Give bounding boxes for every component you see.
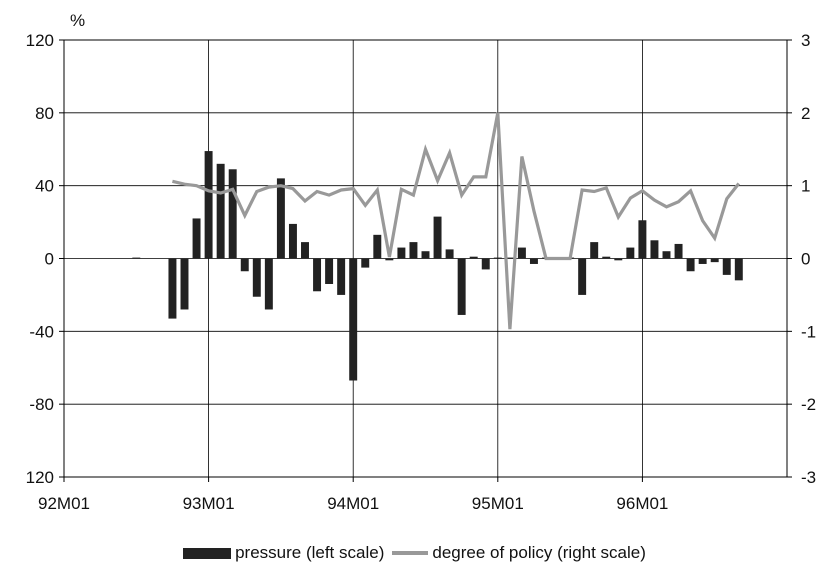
pressure-bar bbox=[216, 163, 225, 259]
axes bbox=[59, 39, 792, 482]
pressure-bar bbox=[505, 257, 514, 259]
left-tick-label: -80 bbox=[29, 395, 54, 414]
pressure-bar bbox=[493, 257, 502, 259]
legend-swatch-bar bbox=[183, 547, 232, 559]
legend-label-pressure: pressure (left scale) bbox=[235, 543, 385, 562]
pressure-bar bbox=[373, 234, 382, 259]
pressure-bar bbox=[433, 216, 442, 259]
pressure-bar bbox=[276, 178, 285, 259]
legend: pressure (left scale) degree of policy (… bbox=[0, 541, 829, 565]
pressure-bar bbox=[602, 256, 611, 259]
left-tick-label: 120 bbox=[26, 468, 54, 487]
pressure-bar bbox=[325, 258, 334, 284]
pressure-bar bbox=[192, 218, 201, 259]
right-tick-label: 0 bbox=[801, 250, 810, 269]
left-tick-label: -40 bbox=[29, 322, 54, 341]
pressure-bar bbox=[650, 240, 659, 259]
right-tick-label: -2 bbox=[801, 395, 816, 414]
right-tick-label: 3 bbox=[801, 31, 810, 50]
pressure-bar bbox=[614, 258, 623, 261]
legend-item-pressure: pressure (left scale) bbox=[183, 543, 384, 563]
pressure-bar bbox=[529, 258, 538, 264]
pressure-bar bbox=[132, 257, 141, 259]
pressure-bar bbox=[228, 169, 237, 259]
policy-line bbox=[172, 112, 741, 330]
pressure-bar bbox=[517, 247, 526, 259]
pressure-bar bbox=[710, 258, 719, 263]
pressure-bar bbox=[361, 258, 370, 268]
legend-item-policy: degree of policy (right scale) bbox=[392, 543, 646, 563]
pressure-bar bbox=[445, 249, 454, 259]
left-axis-unit-label: % bbox=[70, 11, 85, 30]
right-tick-label: 1 bbox=[801, 177, 810, 196]
pressure-bar bbox=[722, 258, 731, 275]
pressure-bar bbox=[469, 256, 478, 259]
left-tick-label: 0 bbox=[45, 250, 54, 269]
pressure-bar bbox=[288, 223, 297, 259]
pressure-bar bbox=[686, 258, 695, 272]
right-tick-label: -3 bbox=[801, 468, 816, 487]
left-tick-label: 40 bbox=[35, 177, 54, 196]
pressure-bar bbox=[252, 258, 261, 297]
legend-label-policy: degree of policy (right scale) bbox=[432, 543, 646, 562]
pressure-bar bbox=[168, 258, 177, 319]
right-tick-label: 2 bbox=[801, 104, 810, 123]
pressure-bar bbox=[590, 242, 599, 259]
pressure-bar bbox=[301, 242, 309, 259]
right-tick-label: -1 bbox=[801, 322, 816, 341]
tick-labels: 120 80 40 0 -40 -80 120 3 2 1 0 -1 -2 -3 92M01 93M01 94M… bbox=[26, 11, 817, 513]
pressure-bar bbox=[180, 258, 189, 310]
pressure-bar bbox=[674, 243, 683, 259]
pressure-bar bbox=[698, 258, 707, 264]
pressure-bar bbox=[337, 258, 346, 295]
x-tick-label: 93M01 bbox=[183, 494, 235, 513]
pressure-bar bbox=[662, 251, 671, 259]
left-tick-label: 120 bbox=[26, 31, 54, 50]
pressure-bar bbox=[578, 258, 587, 295]
pressure-bar bbox=[734, 258, 743, 281]
pressure-bar bbox=[638, 220, 647, 259]
pressure-bar bbox=[204, 151, 213, 259]
pressure-bar bbox=[397, 247, 406, 259]
pressure-bar bbox=[385, 258, 394, 261]
pressure-bar bbox=[457, 258, 466, 315]
pressure-bar bbox=[313, 258, 322, 292]
pressure-bar bbox=[264, 258, 273, 310]
x-tick-label: 96M01 bbox=[616, 494, 668, 513]
pressure-bar bbox=[409, 242, 418, 259]
x-tick-label: 94M01 bbox=[327, 494, 379, 513]
x-tick-label: 92M01 bbox=[38, 494, 90, 513]
pressure-bar bbox=[421, 251, 430, 259]
pressure-bar bbox=[481, 258, 490, 270]
pressure-bar bbox=[349, 258, 358, 381]
legend-swatch-line bbox=[392, 551, 429, 555]
left-tick-label: 80 bbox=[35, 104, 54, 123]
pressure-bar bbox=[626, 247, 635, 259]
pressure-bar bbox=[240, 258, 249, 272]
x-tick-label: 95M01 bbox=[472, 494, 524, 513]
policy-line-group bbox=[172, 112, 741, 330]
